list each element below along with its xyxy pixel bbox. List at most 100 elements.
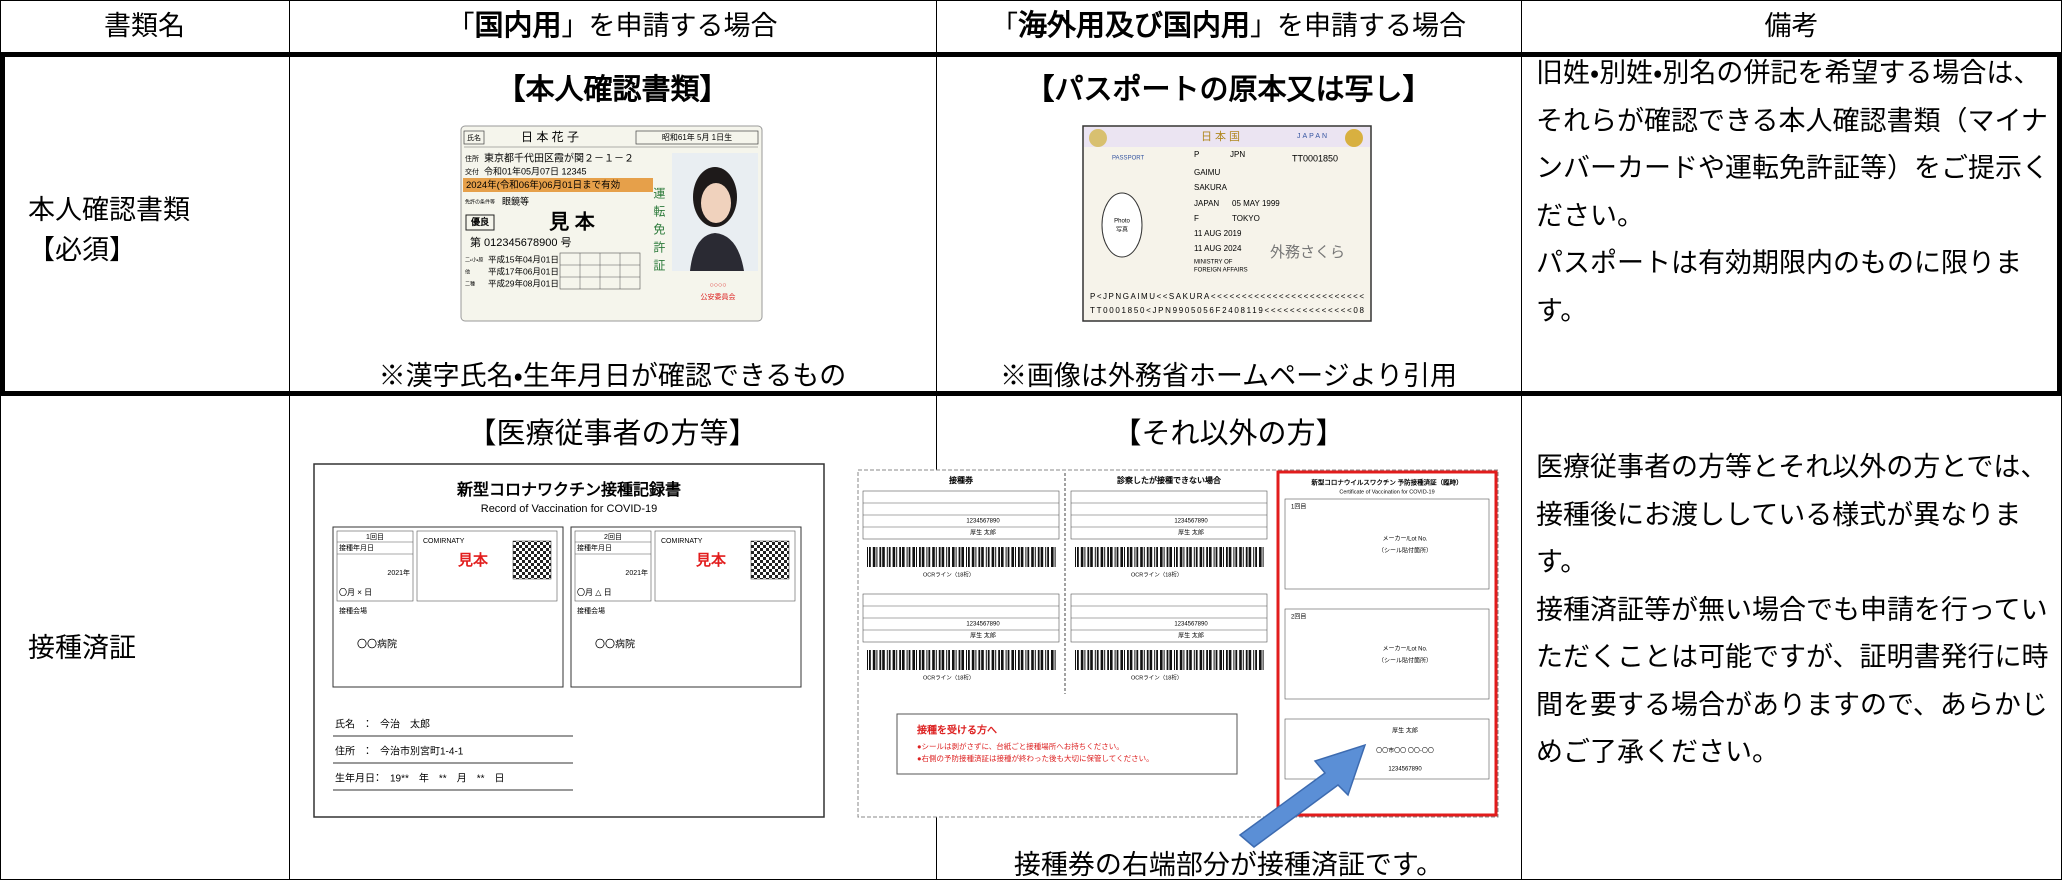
barcode-bar xyxy=(985,547,987,567)
mrz: TT0001850<JPN9905056F2408119<<<<<<<<<<<<… xyxy=(1090,306,1365,315)
barcode-bar xyxy=(1124,547,1125,567)
header-cell: 書類名 xyxy=(104,11,185,41)
barcode-bar xyxy=(1195,547,1198,567)
barcode-bar xyxy=(948,650,950,670)
barcode-bar xyxy=(1223,547,1224,567)
maker: メーカー/Lot No. xyxy=(1382,646,1427,653)
barcode-bar xyxy=(1199,650,1203,670)
seal: ○○○○ xyxy=(710,282,727,289)
barcode-bar xyxy=(876,547,878,567)
barcode-bar xyxy=(1143,650,1145,670)
ticket-number: 1234567890 xyxy=(966,622,1000,628)
barcode-bar xyxy=(1124,650,1125,670)
barcode-bar xyxy=(869,547,871,567)
barcode-bar xyxy=(1051,547,1054,567)
barcode-bar xyxy=(1034,650,1036,670)
dose: 2回目 xyxy=(604,533,622,541)
barcode-bar xyxy=(932,650,935,670)
barcode-bar xyxy=(1209,547,1212,567)
barcode-bar xyxy=(906,650,908,670)
barcode-bar xyxy=(1183,547,1185,567)
barcode-bar xyxy=(1233,650,1235,670)
ticket-header: 接種券 xyxy=(948,475,974,485)
barcode-bar xyxy=(1213,547,1215,567)
date-label: 接種年月日 xyxy=(577,543,612,552)
barcode-bar xyxy=(1169,547,1172,567)
box xyxy=(463,130,485,145)
record-image: 新型コロナワクチン接種記録書 Record of Vaccination for… xyxy=(313,463,825,818)
sticker: （シール貼付箇所） xyxy=(1378,547,1432,555)
barcode-bar xyxy=(1143,547,1145,567)
barcode-bar xyxy=(952,547,955,567)
barcode-bar xyxy=(1027,650,1030,670)
barcode-bar xyxy=(1215,650,1218,670)
notice-box xyxy=(896,713,1238,775)
barcode-bar xyxy=(1040,547,1044,567)
barcode-bar xyxy=(1262,547,1264,567)
barcode-bar xyxy=(1051,650,1054,670)
birth: 昭和61年 5月 1日生 xyxy=(662,132,732,142)
barcode-bar xyxy=(958,547,961,567)
barcode-bar xyxy=(966,650,967,670)
barcode-bar xyxy=(1090,650,1093,670)
barcode-bar xyxy=(1242,547,1244,567)
remark: 旧姓・別姓・別名の併記を希望する場合は、それらが確認できる本人確認書類（マイナン… xyxy=(1536,58,2049,231)
notice-title: 接種を受ける方へ xyxy=(917,724,997,737)
label: 他 xyxy=(465,268,470,275)
field: MINISTRY OF xyxy=(1194,260,1233,266)
cell-heading: 【医療従事者の方等】 xyxy=(467,418,758,450)
remark: 医療従事者の方等とそれ以外の方とでは、接種後にお渡ししている様式が異なります。 xyxy=(1536,452,2048,577)
ticket-number: 1234567890 xyxy=(1174,622,1208,628)
barcode-bar xyxy=(892,547,896,567)
barcode-bar xyxy=(1209,650,1212,670)
barcode-bar xyxy=(899,650,901,670)
field: JAPAN xyxy=(1194,199,1219,208)
field: F xyxy=(1194,214,1199,223)
barcode-bar xyxy=(1255,547,1257,567)
barcode-bar xyxy=(1031,547,1034,567)
barcode-bar xyxy=(926,547,928,567)
barcode-bar xyxy=(867,650,868,670)
barcode-bar xyxy=(966,547,967,567)
barcode-bar xyxy=(1248,650,1252,670)
ticket-name: 厚生 太郎 xyxy=(1178,632,1204,640)
barcode-bar xyxy=(1228,650,1232,670)
barcode-bar xyxy=(1120,650,1123,670)
barcode-bar xyxy=(1163,547,1165,567)
barcode-bar xyxy=(1235,650,1238,670)
ticket: 1234567890 厚生 太郎 OCRライン（18桁） xyxy=(862,490,1060,578)
barcode-bar xyxy=(896,547,898,567)
field: SAKURA xyxy=(1194,183,1228,192)
barcode-bar xyxy=(1213,650,1215,670)
barcode-bar xyxy=(1255,650,1257,670)
sticker: （シール貼付箇所） xyxy=(1378,657,1432,665)
barcode-bar xyxy=(1176,650,1178,670)
barcode-bar xyxy=(1025,547,1027,567)
barcode-bar xyxy=(1174,547,1175,567)
cert-number: 1234567890 xyxy=(1388,767,1422,773)
barcode-bar xyxy=(879,650,882,670)
barcode-bar xyxy=(1045,650,1047,670)
ticket: 1234567890 厚生 太郎 OCRライン（18桁） xyxy=(1070,593,1268,681)
barcode-bar xyxy=(919,547,921,567)
venue: 〇〇病院 xyxy=(595,639,635,651)
field: JPN xyxy=(1230,150,1245,159)
barcode-bar xyxy=(938,650,941,670)
authority: 公安委員会 xyxy=(701,292,736,301)
barcode-bar xyxy=(869,650,871,670)
photo-body xyxy=(690,233,744,271)
barcode-bar xyxy=(1129,547,1133,567)
barcode-bar xyxy=(946,547,948,567)
barcode-bar xyxy=(1253,547,1255,567)
barcode-bar xyxy=(1104,547,1106,567)
barcode-bar xyxy=(1134,547,1136,567)
label: 免許の条件等 xyxy=(465,198,495,205)
barcode-bar xyxy=(888,650,891,670)
barcode-bar xyxy=(888,547,891,567)
name: 日 本 花 子 xyxy=(521,130,579,144)
header-text: 「 xyxy=(990,11,1018,41)
barcode-bar xyxy=(958,650,961,670)
remarks: 旧姓・別姓・別名の併記を希望する場合は、それらが確認できる本人確認書類（マイナン… xyxy=(1536,50,2052,335)
